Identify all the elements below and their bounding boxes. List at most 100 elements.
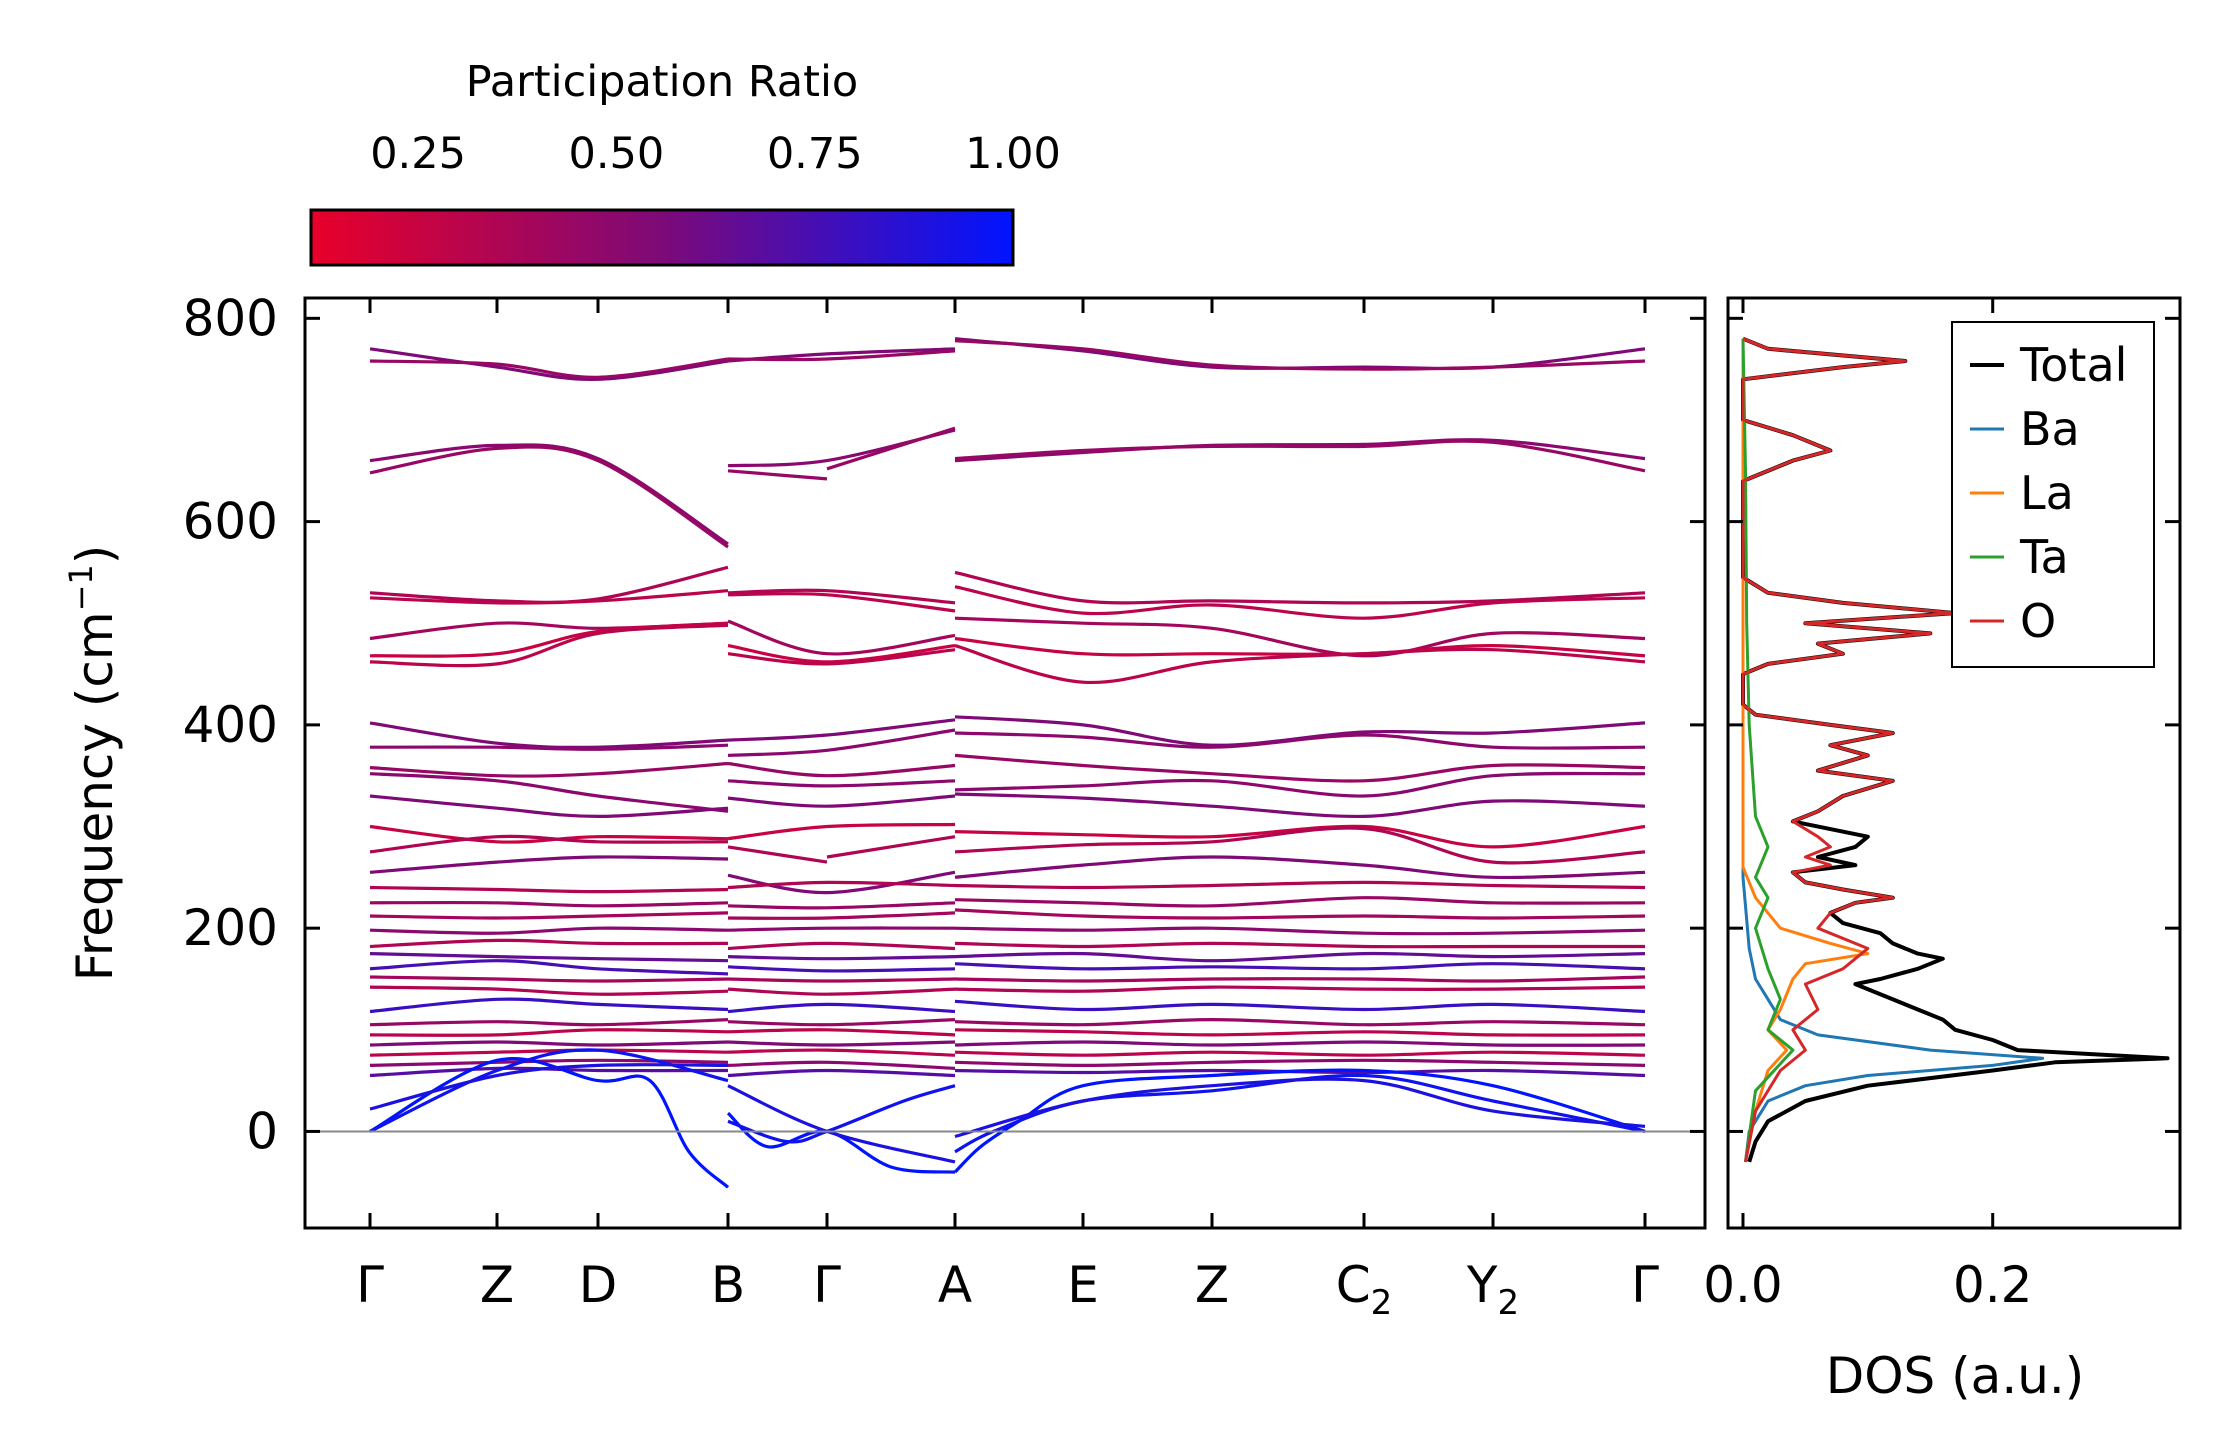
- band-low-19: [369, 1018, 729, 1027]
- band-top-2: [954, 339, 1646, 371]
- band-y-tick-label: 800: [183, 289, 278, 347]
- band-x-ticks: Γ Z D B Γ A E Z C2 Y2 Γ: [356, 298, 1659, 1323]
- band-upper-2: [954, 439, 1646, 473]
- band-top-2: [369, 357, 729, 379]
- band-low-6: [369, 824, 729, 844]
- band-low-17: [727, 987, 956, 996]
- band-low-14: [954, 951, 1646, 963]
- band-low-4: [954, 771, 1646, 798]
- band-low-5: [954, 792, 1646, 819]
- dos-panel: 0.0 0.2 DOS (a.u.) Total Ba La Ta O: [1703, 296, 2182, 1405]
- band-mid-2: [369, 589, 729, 605]
- band-acoustic-3: [954, 1077, 1646, 1139]
- band-mid-3: [727, 619, 956, 656]
- band-low-16: [727, 977, 956, 983]
- band-low-2: [369, 743, 729, 751]
- colorbar-tick-label: 1.00: [965, 129, 1061, 179]
- band-acoustic-1: [726, 1111, 956, 1174]
- band-low-1: [727, 718, 956, 742]
- band-low-20: [954, 1028, 1646, 1037]
- band-low-7: [954, 826, 1646, 865]
- dos-legend: Total Ba La Ta O: [1951, 321, 2155, 668]
- band-low-20: [727, 1028, 956, 1037]
- band-low-15: [369, 959, 729, 976]
- band-low-12: [727, 926, 956, 932]
- band-low-17: [369, 985, 729, 996]
- band-low-10: [727, 901, 956, 910]
- band-y-tick-label: 0: [246, 1102, 278, 1160]
- band-x-tick-label: B: [711, 1256, 745, 1314]
- band-upper-1: [727, 428, 956, 468]
- band-structure-panel: Γ Z D B Γ A E Z C2 Y2 Γ 0 200 400 600 800 Frequency (c…: [62, 289, 1707, 1323]
- band-acoustic-1: [953, 1068, 1646, 1174]
- band-acoustic-2: [727, 1084, 956, 1144]
- band-low-12: [369, 926, 729, 935]
- band-lines: [369, 337, 1646, 1189]
- band-mid-4: [369, 621, 729, 658]
- band-low-14: [727, 955, 956, 961]
- band-low-2: [727, 728, 956, 757]
- band-acoustic-2: [954, 1073, 1646, 1154]
- band-low-2: [954, 731, 1646, 750]
- band-low-12: [954, 926, 1646, 936]
- band-low-23: [727, 1060, 956, 1070]
- band-low-23: [954, 1058, 1646, 1067]
- band-upper-2: [369, 445, 729, 549]
- dos-series-la: [1741, 338, 1870, 1163]
- band-low-7: [826, 835, 956, 859]
- band-low-10: [954, 896, 1646, 908]
- colorbar-tick-label: 0.25: [370, 129, 466, 179]
- band-low-9: [954, 880, 1646, 890]
- band-low-22: [369, 1048, 729, 1057]
- colorbar-tick-label: 0.50: [569, 129, 665, 179]
- legend-label-ba: Ba: [2020, 402, 2080, 456]
- band-low-6: [727, 822, 956, 841]
- band-low-8: [727, 870, 956, 895]
- band-acoustic-1: [369, 1057, 730, 1189]
- colorbar-label: Participation Ratio: [466, 57, 859, 107]
- dos-series-ta: [1741, 338, 1795, 1163]
- band-x-tick-label: Y2: [1466, 1256, 1519, 1323]
- band-low-18: [369, 997, 729, 1014]
- band-x-tick-label: D: [579, 1256, 618, 1314]
- band-y-ticks: 0 200 400 600 800: [183, 289, 1705, 1160]
- band-low-3: [369, 761, 729, 778]
- band-low-18: [727, 1002, 956, 1014]
- legend-label-total: Total: [2019, 338, 2127, 392]
- colorbar-ticks: 0.25 0.50 0.75 1.00: [370, 129, 1061, 265]
- band-mid-1: [954, 570, 1646, 605]
- dos-lines: [1741, 336, 2170, 1163]
- band-acoustic-3: [369, 1063, 729, 1111]
- band-low-17: [954, 985, 1646, 993]
- colorbar-tick-label: 0.75: [767, 129, 863, 179]
- dos-series-o: [1741, 337, 1957, 1163]
- dos-axes-frame: [1726, 296, 2182, 1230]
- band-low-11: [954, 908, 1646, 920]
- band-low-14: [369, 952, 729, 963]
- band-mid-5: [369, 623, 729, 668]
- band-y-tick-label: 600: [183, 493, 278, 551]
- band-low-9: [727, 880, 956, 890]
- band-mid-2: [727, 592, 956, 613]
- band-x-tick-label: Γ: [813, 1256, 841, 1314]
- band-low-22: [727, 1048, 956, 1057]
- band-y-tick-label: 200: [183, 899, 278, 957]
- band-x-tick-label: E: [1067, 1256, 1099, 1314]
- band-low-13: [369, 938, 729, 949]
- band-low-9: [369, 885, 729, 894]
- band-low-16: [369, 975, 729, 983]
- band-upper-1: [369, 443, 729, 546]
- band-low-6: [954, 824, 1646, 849]
- band-low-7: [727, 845, 828, 864]
- band-y-axis-label: Frequency (cm−1): [62, 545, 124, 982]
- band-low-8: [369, 855, 729, 874]
- dos-series-ba: [1741, 338, 2045, 1163]
- band-low-10: [369, 900, 729, 908]
- band-x-tick-label: Z: [1195, 1256, 1229, 1314]
- band-low-11: [369, 911, 729, 920]
- band-low-22: [954, 1050, 1646, 1057]
- band-low-8: [954, 855, 1646, 880]
- band-top-2: [727, 349, 956, 362]
- band-low-24: [727, 1068, 956, 1078]
